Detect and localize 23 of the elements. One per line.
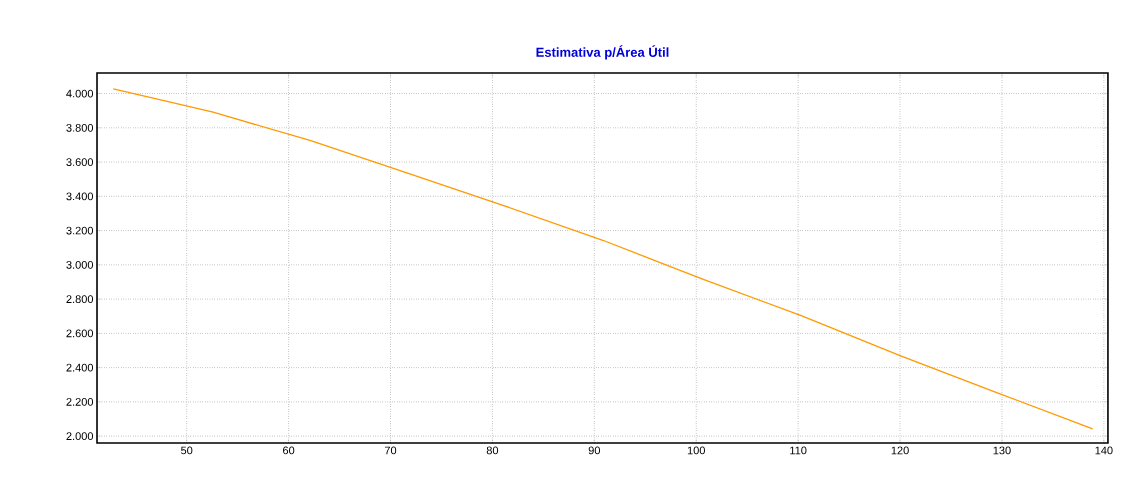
x-tick-label: 60	[283, 446, 295, 455]
x-tick-label: 80	[486, 446, 499, 455]
x-tick-label: 110	[790, 446, 807, 455]
y-tick-label: 2.000	[66, 432, 94, 441]
x-tick-label: 120	[891, 446, 909, 455]
y-tick-label: 2.400	[66, 363, 94, 372]
y-tick-label: 4.000	[66, 89, 94, 98]
chart-title: Estimativa p/Área Útil	[536, 45, 669, 60]
line-series	[112, 88, 1094, 430]
x-tick-label: 140	[1095, 446, 1113, 455]
y-tick-label: 2.200	[66, 397, 94, 406]
x-tick-label: 130	[993, 446, 1011, 455]
y-tick-label: 3.200	[66, 226, 94, 235]
x-tick-label: 70	[384, 446, 397, 455]
y-tick-label: 3.600	[66, 158, 94, 166]
y-tick-label: 3.000	[66, 260, 94, 269]
y-tick-label: 2.800	[66, 295, 94, 303]
x-tick-label: 100	[687, 446, 705, 455]
y-tick-label: 2.600	[66, 329, 94, 338]
x-tick-label: 50	[181, 446, 193, 455]
y-tick-label: 3.400	[66, 192, 94, 201]
y-tick-label: 3.800	[66, 123, 94, 132]
x-tick-label: 90	[588, 446, 600, 455]
